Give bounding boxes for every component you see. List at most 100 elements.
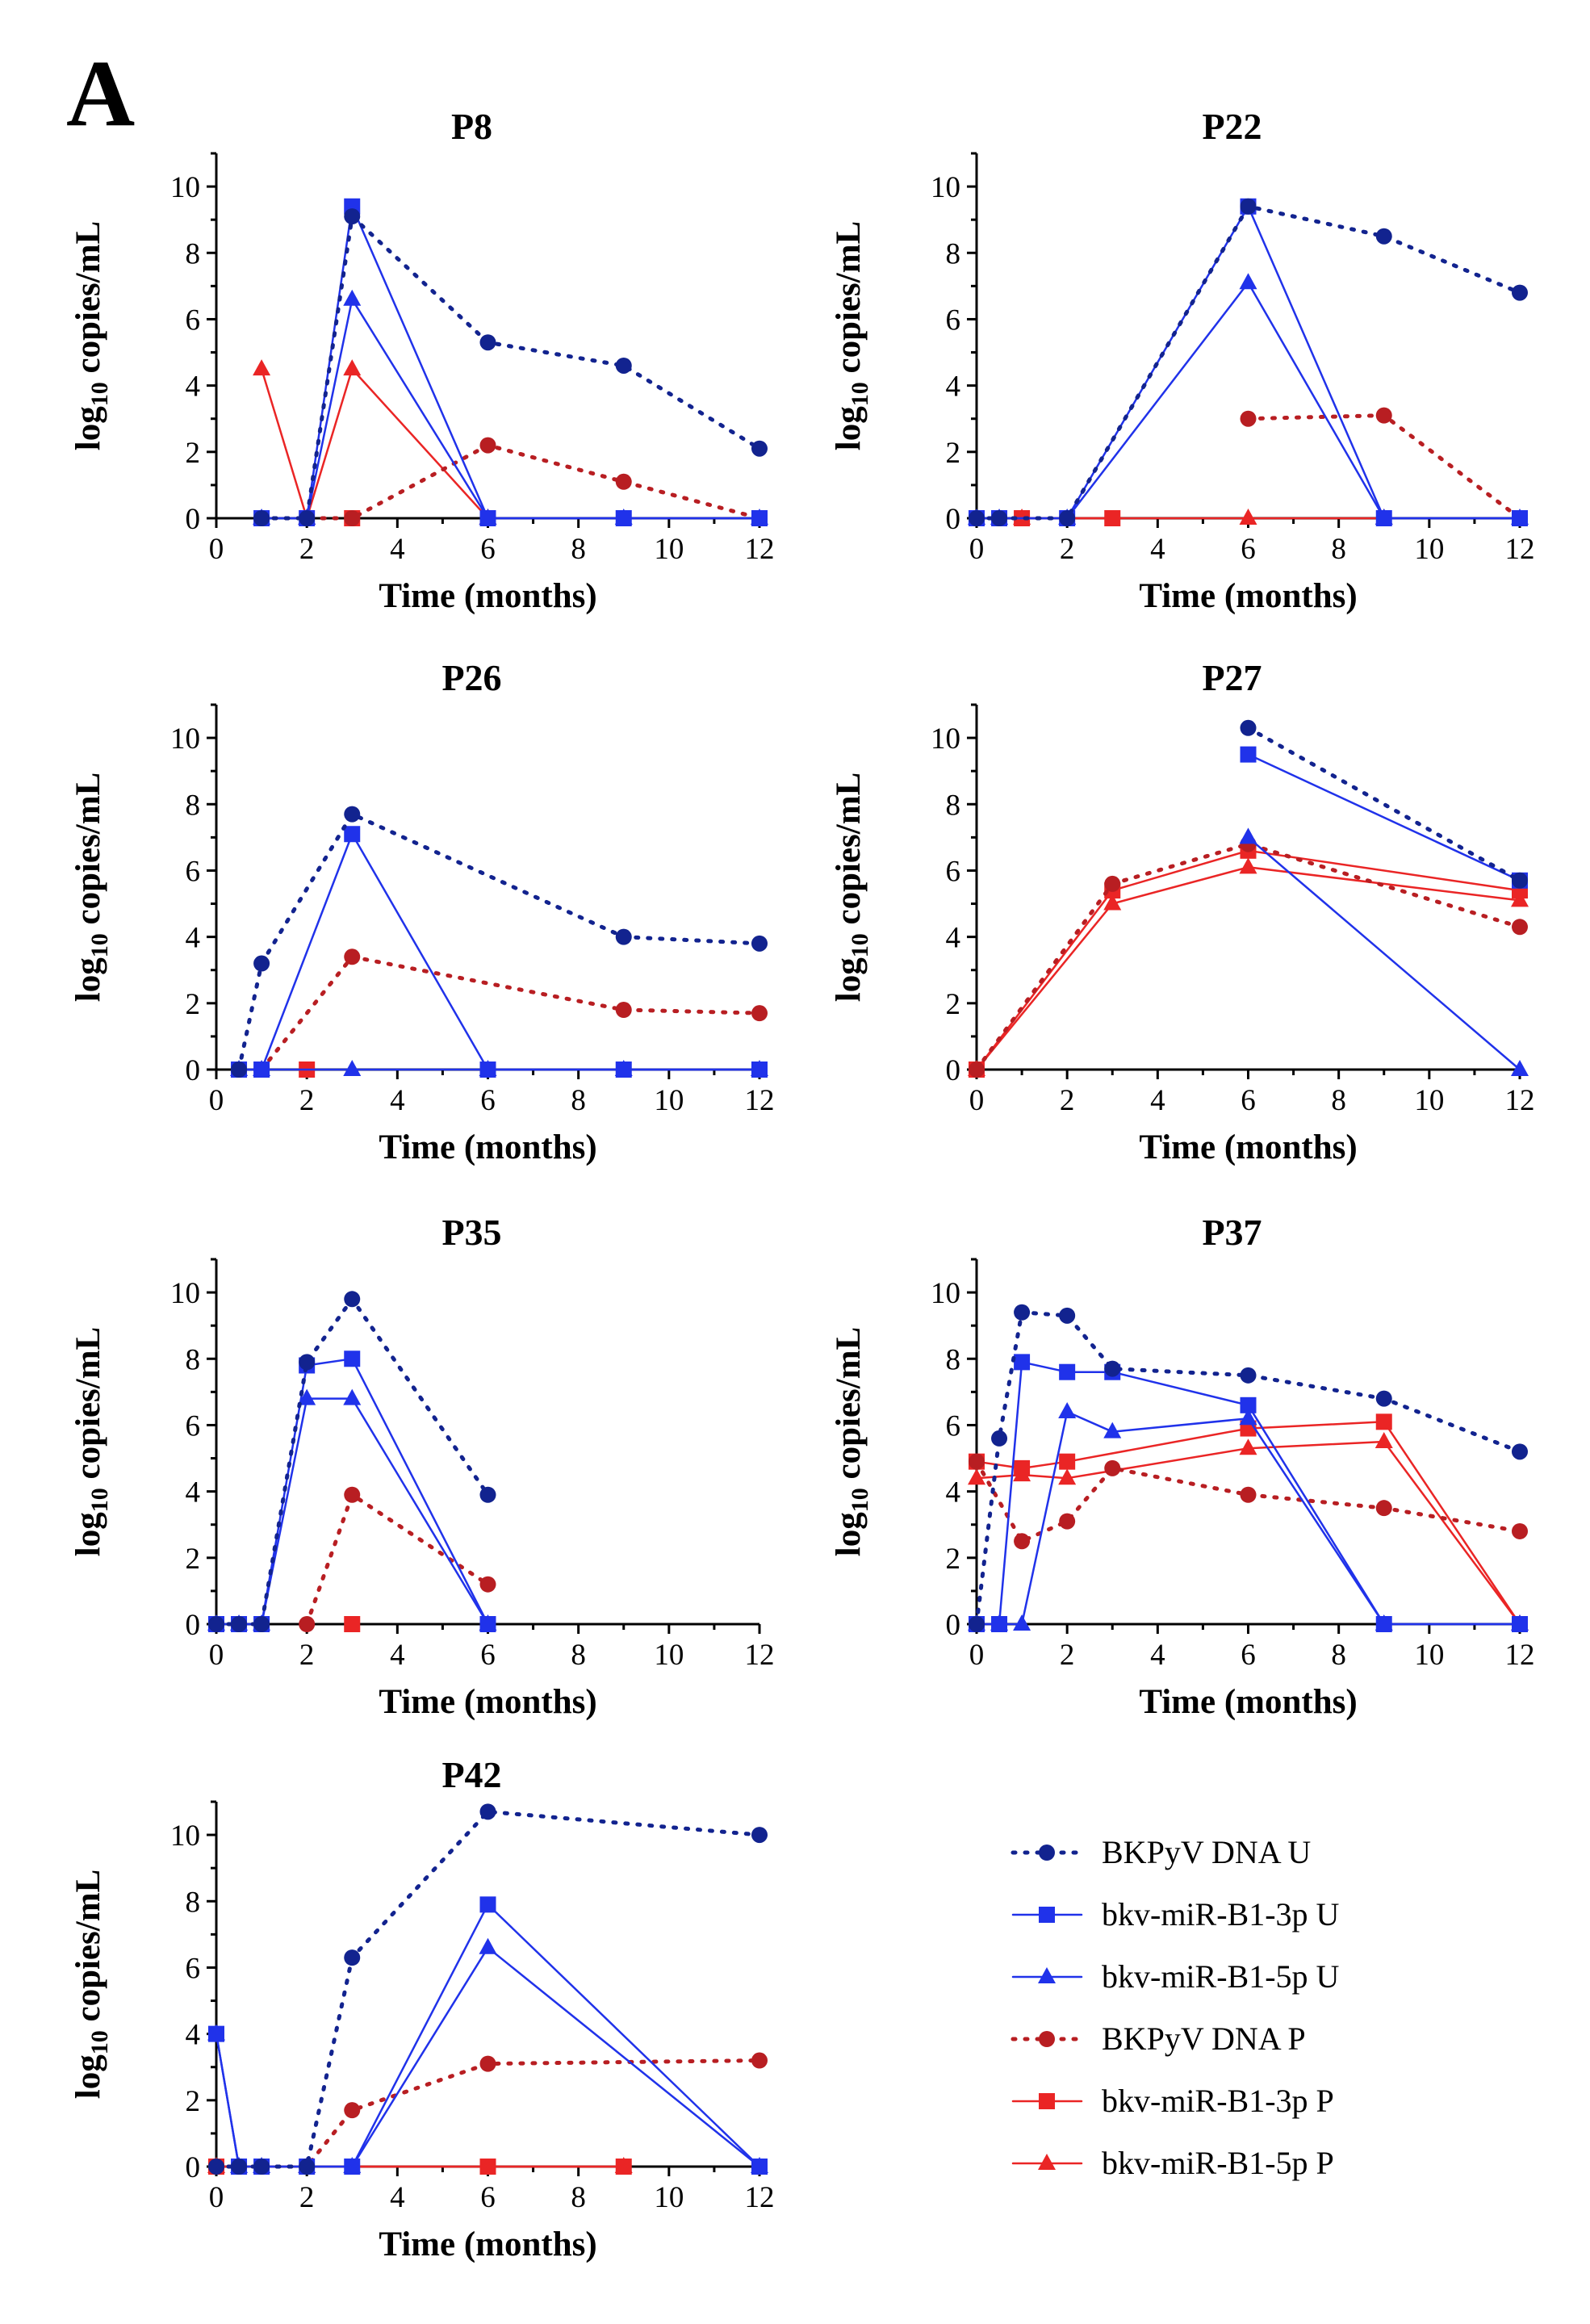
series-line xyxy=(304,1493,490,1627)
legend-marker xyxy=(1039,1845,1055,1861)
data-point xyxy=(1059,1307,1076,1324)
series-line xyxy=(259,214,762,521)
y-tick-label: 6 xyxy=(186,855,201,888)
data-point xyxy=(344,2102,361,2119)
data-point xyxy=(479,1062,496,1078)
data-point xyxy=(479,1616,496,1632)
series-dna-u xyxy=(231,806,768,1078)
legend-label: BKPyV DNA U xyxy=(1102,1834,1311,1870)
legend-label: bkv-miR-B1-3p P xyxy=(1102,2083,1334,2119)
data-point xyxy=(968,1468,985,1485)
y-tick-label: 6 xyxy=(186,1409,201,1443)
legend: BKPyV DNA U bkv-miR-B1-3p U bkv-miR-B1-5p … xyxy=(1010,1834,1340,2181)
x-axis-label: Time (months) xyxy=(1139,1683,1357,1721)
data-point xyxy=(615,473,632,490)
x-tick-label: 2 xyxy=(299,1639,315,1672)
x-tick-label: 2 xyxy=(1060,1639,1075,1672)
chart-title: P37 xyxy=(1202,1212,1262,1253)
x-tick-label: 2 xyxy=(299,2181,315,2214)
y-tick-label: 0 xyxy=(186,2151,201,2184)
chart-p42: P42 0 2 4 6 8 10 0 2 4 6 8 10 12 Time (months) log10 co… xyxy=(69,1754,775,2263)
data-point xyxy=(1104,1360,1121,1377)
series-line xyxy=(260,367,489,520)
legend-item-mir3-p: bkv-miR-B1-3p P xyxy=(1011,2083,1334,2119)
x-tick-label: 2 xyxy=(1060,1084,1075,1117)
y-tick-label: 6 xyxy=(946,855,961,888)
data-point xyxy=(1512,919,1528,936)
series-dna-p xyxy=(253,437,768,526)
series-line xyxy=(259,443,762,521)
series-line xyxy=(974,842,1522,1072)
data-point xyxy=(1103,894,1122,911)
data-point xyxy=(751,1827,768,1844)
data-point xyxy=(1058,1468,1077,1485)
data-point xyxy=(1240,1486,1257,1503)
data-point xyxy=(1014,1354,1031,1371)
charts-container: P8 0 2 4 6 8 10 0 2 4 6 8 10 12 Time (months) log10 cop… xyxy=(69,106,1535,2263)
x-axis-label: Time (months) xyxy=(379,1129,596,1166)
series-dna-p xyxy=(253,948,768,1078)
y-tick-label: 8 xyxy=(186,237,201,270)
y-tick-label: 10 xyxy=(170,722,200,756)
chart-p27: P27 0 2 4 6 8 10 0 2 4 6 8 10 12 Time (months) log10 co… xyxy=(830,657,1535,1166)
series-line xyxy=(1247,836,1521,1071)
data-point xyxy=(1512,510,1528,526)
data-point xyxy=(1512,1616,1528,1632)
series-mir5-u xyxy=(968,273,1529,525)
data-point xyxy=(1240,1396,1257,1413)
x-tick-label: 4 xyxy=(390,1084,405,1117)
chart-title: P8 xyxy=(451,106,492,147)
data-point xyxy=(299,510,316,526)
data-point xyxy=(253,1616,270,1632)
x-tick-label: 4 xyxy=(390,533,405,566)
legend-item-dna-p: BKPyV DNA P xyxy=(1010,2020,1306,2057)
y-axis-label: log10 copies/mL xyxy=(830,221,873,450)
y-tick-label: 0 xyxy=(946,503,961,536)
series-line xyxy=(215,1397,489,1626)
y-tick-label: 2 xyxy=(186,988,201,1021)
x-tick-label: 0 xyxy=(969,1639,985,1672)
data-point xyxy=(1240,198,1257,215)
panel-letter: A xyxy=(66,40,135,146)
legend-item-mir5-p: bkv-miR-B1-5p P xyxy=(1011,2145,1334,2181)
series-line xyxy=(975,205,1521,520)
y-tick-label: 10 xyxy=(931,722,960,756)
x-tick-label: 8 xyxy=(571,2181,586,2214)
legend-marker xyxy=(1039,2093,1055,2109)
data-point xyxy=(615,1002,632,1019)
series-line xyxy=(974,1310,1522,1627)
x-axis-label: Time (months) xyxy=(1139,577,1357,615)
series-dna-u xyxy=(253,208,768,526)
data-point xyxy=(615,2159,632,2175)
y-tick-label: 6 xyxy=(186,1952,201,1985)
x-tick-label: 12 xyxy=(745,533,775,566)
series-line xyxy=(1246,726,1522,883)
data-point xyxy=(1103,1422,1122,1438)
data-point xyxy=(969,1062,985,1078)
data-point xyxy=(344,806,361,823)
data-point xyxy=(1013,1614,1031,1631)
data-point xyxy=(298,1388,316,1405)
data-point xyxy=(1375,1390,1392,1407)
series-mir3-u xyxy=(969,198,1528,526)
data-point xyxy=(1239,827,1257,844)
data-point xyxy=(253,1062,270,1078)
chart-p22: P22 0 2 4 6 8 10 0 2 4 6 8 10 12 Time (months) log10 co… xyxy=(830,106,1535,615)
series-line xyxy=(1247,753,1521,882)
y-tick-label: 4 xyxy=(946,1476,961,1510)
y-tick-label: 2 xyxy=(186,2085,201,2118)
data-point xyxy=(208,2159,224,2175)
x-tick-label: 8 xyxy=(1331,533,1346,566)
data-point xyxy=(1059,1453,1076,1470)
x-tick-label: 10 xyxy=(1414,1639,1444,1672)
data-point xyxy=(343,289,362,306)
series-mir3-p xyxy=(969,842,1528,1078)
data-point xyxy=(1240,1367,1257,1384)
y-tick-label: 2 xyxy=(186,1543,201,1576)
data-point xyxy=(615,1062,632,1078)
legend-marker xyxy=(1038,1967,1056,1983)
series-mir5-u xyxy=(1239,827,1529,1076)
y-tick-label: 6 xyxy=(946,304,961,337)
data-point xyxy=(344,1949,361,1966)
series-mir3-u xyxy=(231,826,768,1078)
